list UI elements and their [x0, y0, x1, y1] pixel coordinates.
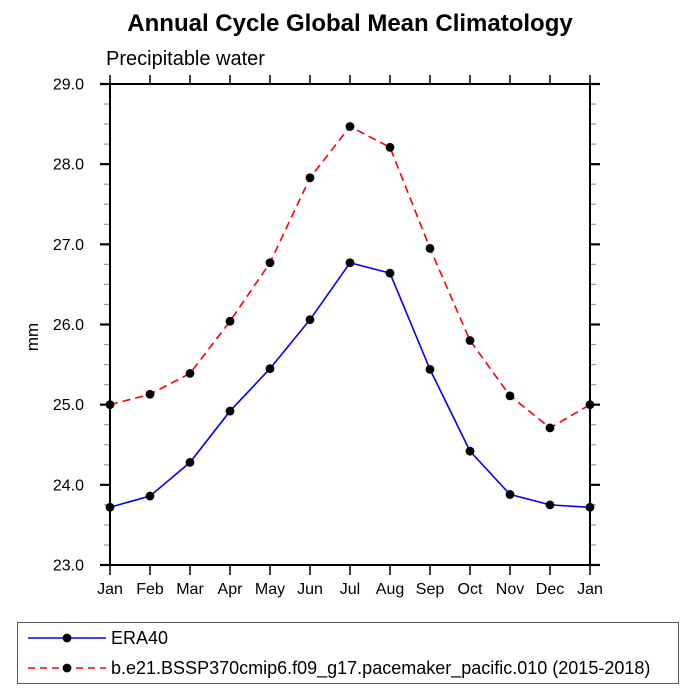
data-point-marker	[145, 491, 155, 501]
chart-subtitle: Precipitable water	[106, 48, 265, 70]
x-tick-label: Oct	[458, 581, 483, 598]
x-tick-label: Nov	[496, 581, 524, 598]
x-tick-label: Jun	[297, 581, 323, 598]
y-tick-label: 26.0	[53, 317, 84, 334]
legend-label: b.e21.BSSP370cmip6.f09_g17.pacemaker_pac…	[111, 657, 651, 678]
y-tick-label: 29.0	[53, 77, 84, 94]
chart-title: Annual Cycle Global Mean Climatology	[127, 10, 573, 37]
plot-border	[109, 83, 591, 566]
y-tick-label: 24.0	[53, 477, 84, 494]
data-point-marker	[425, 243, 435, 253]
x-tick-label: Sep	[416, 581, 445, 598]
data-point-marker	[545, 500, 555, 510]
data-point-marker	[385, 268, 395, 278]
legend-line-sample	[28, 633, 106, 643]
data-point-marker	[545, 423, 555, 433]
data-point-marker	[225, 406, 235, 416]
data-point-marker	[105, 502, 115, 512]
data-point-marker	[305, 315, 315, 325]
x-tick-label: Dec	[536, 581, 564, 598]
legend-box: ERA40 b.e21.BSSP370cmip6.f09_g17.pacemake…	[17, 622, 679, 684]
data-point-marker	[345, 258, 355, 268]
series-line-0	[109, 261, 591, 509]
data-point-marker	[185, 457, 195, 467]
data-point-marker	[145, 389, 155, 399]
data-point-marker	[585, 502, 595, 512]
y-tick-labels: 23.0 24.0 25.0 26.0 27.0 28.0 29.0	[53, 77, 84, 575]
x-tick-label: Jan	[97, 581, 123, 598]
data-point-marker	[225, 316, 235, 326]
x-tick-label: Feb	[136, 581, 164, 598]
data-point-marker	[425, 364, 435, 374]
y-tick-label: 28.0	[53, 157, 84, 174]
series-line-1	[109, 125, 591, 429]
data-point-marker	[585, 400, 595, 410]
data-point-marker	[465, 336, 475, 345]
data-point-marker	[505, 490, 515, 499]
x-ticks	[109, 75, 591, 575]
x-tick-label: Aug	[376, 581, 404, 598]
y-minor-ticks	[104, 103, 596, 546]
data-point-marker	[105, 400, 115, 410]
data-point-marker	[265, 258, 275, 268]
data-point-marker	[185, 369, 195, 378]
data-point-marker	[505, 391, 515, 401]
data-point-marker	[265, 364, 275, 373]
data-point-marker	[465, 446, 475, 456]
y-tick-label: 27.0	[53, 237, 84, 254]
x-tick-label: Mar	[176, 581, 204, 598]
y-tick-label: 23.0	[53, 558, 84, 575]
legend-label: ERA40	[111, 627, 169, 648]
x-tick-labels: Jan Feb Mar Apr May Jun Jul Aug Sep Oct Nov Dec Jan	[97, 581, 603, 598]
series-markers-1	[105, 122, 595, 433]
legend-item: ERA40	[25, 624, 678, 653]
y-tick-label: 25.0	[53, 397, 84, 414]
x-tick-label: Jan	[577, 581, 603, 598]
x-tick-label: May	[255, 581, 285, 598]
y-major-ticks	[100, 82, 600, 567]
data-point-marker	[345, 122, 355, 131]
data-point-marker	[305, 173, 315, 183]
x-tick-label: Apr	[218, 581, 244, 598]
legend-marker-icon	[62, 663, 72, 673]
legend-line-sample	[28, 663, 106, 673]
data-point-marker	[385, 142, 395, 152]
x-tick-label: Jul	[340, 581, 360, 598]
legend-marker-icon	[62, 633, 72, 643]
series-markers-0	[105, 258, 595, 512]
legend-item: b.e21.BSSP370cmip6.f09_g17.pacemaker_pac…	[25, 654, 678, 683]
